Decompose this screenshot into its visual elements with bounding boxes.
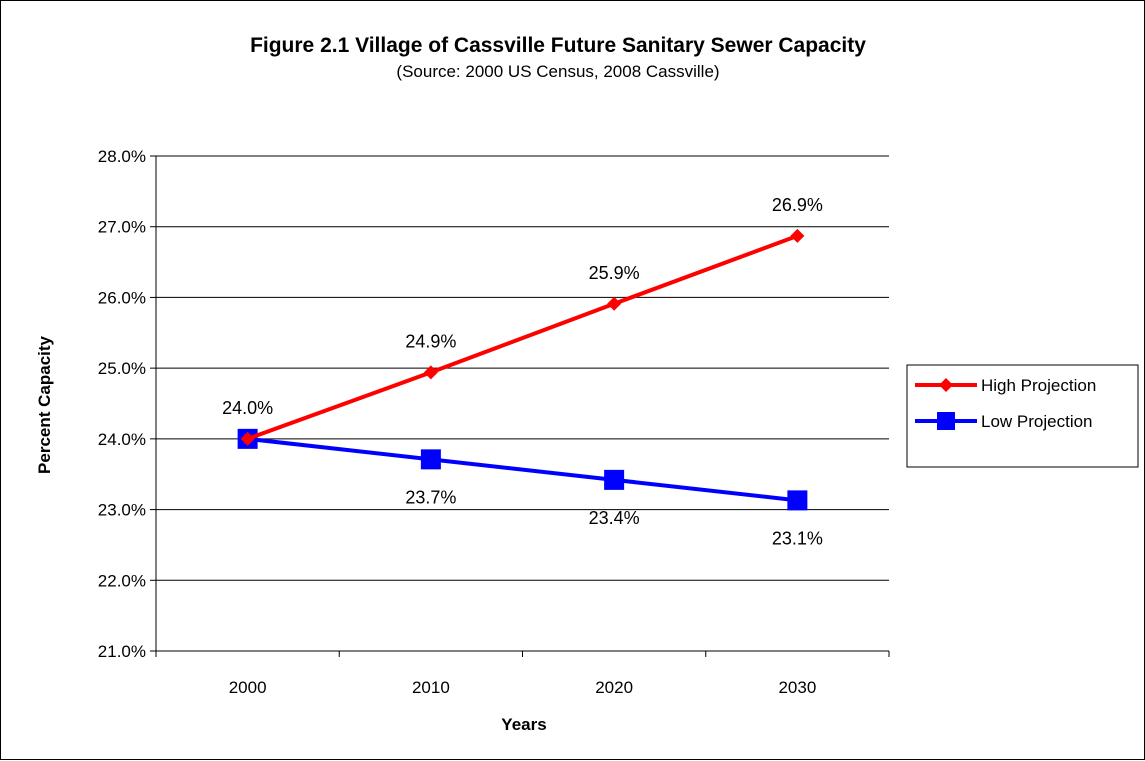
data-point (420, 449, 441, 470)
data-point (240, 431, 255, 446)
data-point (607, 296, 622, 311)
legend-label: Low Projection (981, 412, 1093, 431)
data-point (787, 490, 808, 511)
y-tick-label: 25.0% (98, 359, 146, 378)
series-line (247, 436, 798, 503)
legend-marker (937, 412, 955, 430)
x-tick-label: 2030 (778, 678, 816, 697)
data-point (790, 228, 805, 243)
legend: High Projection Low Projection (906, 364, 1139, 468)
data-label: 24.9% (405, 331, 456, 351)
y-tick-label: 27.0% (98, 218, 146, 237)
y-tick-label: 22.0% (98, 571, 146, 590)
series-line (246, 234, 799, 441)
x-tick-label: 2020 (595, 678, 633, 697)
y-tick-label: 24.0% (98, 430, 146, 449)
x-tick-label: 2000 (229, 678, 267, 697)
x-axis-title: Years (501, 715, 546, 734)
data-label: 26.9% (772, 195, 823, 215)
data-label: 23.7% (405, 487, 456, 507)
y-tick-label: 28.0% (98, 147, 146, 166)
plot-axes: 21.0% 22.0% 23.0% 24.0% 25.0% 26.0% 27.0% 28.0%… (98, 147, 890, 697)
x-tick-label: 2010 (412, 678, 450, 697)
y-tick-label: 26.0% (98, 288, 146, 307)
plot-labels: 23.7% 23.4% 23.1% 24.0% 24.9% 25.9% 26.9% (222, 195, 823, 548)
y-axis-title: Percent Capacity (35, 335, 54, 473)
data-label: 23.4% (589, 508, 640, 528)
y-tick-label: 21.0% (98, 642, 146, 661)
data-point (604, 469, 625, 490)
data-label: 23.1% (772, 528, 823, 548)
plot-grid (156, 155, 889, 581)
legend-label: High Projection (981, 376, 1096, 395)
plot-series (237, 228, 808, 511)
chart-title: Figure 2.1 Village of Cassville Future S… (250, 34, 866, 57)
chart-subtitle: (Source: 2000 US Census, 2008 Cassville) (396, 62, 719, 81)
data-point (423, 365, 438, 380)
data-label: 25.9% (589, 263, 640, 283)
data-label: 24.0% (222, 398, 273, 418)
legend-marker (939, 378, 953, 392)
y-tick-label: 23.0% (98, 501, 146, 520)
